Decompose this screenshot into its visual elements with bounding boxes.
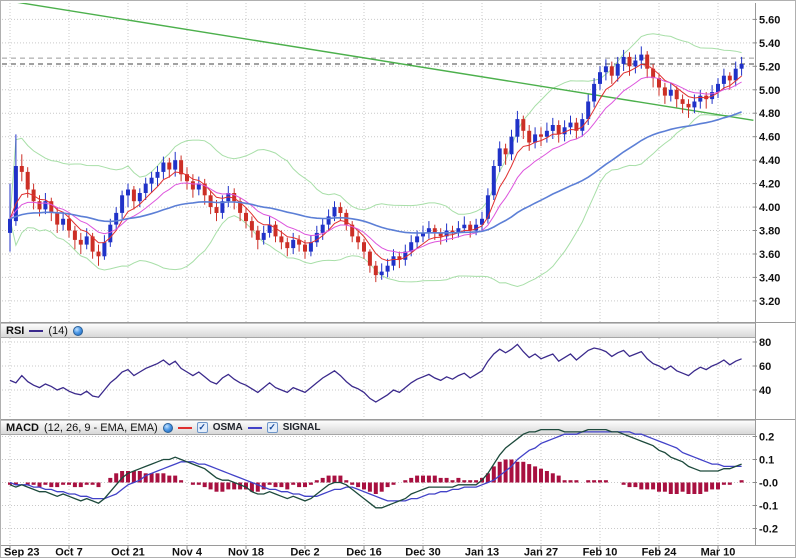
- trendline: [17, 3, 754, 121]
- svg-text:4.80: 4.80: [759, 108, 780, 120]
- svg-text:4.00: 4.00: [759, 202, 780, 214]
- gridlines: [2, 3, 754, 545]
- svg-text:3.20: 3.20: [759, 296, 780, 308]
- svg-text:4.20: 4.20: [759, 179, 780, 191]
- svg-text:5.00: 5.00: [759, 85, 780, 97]
- svg-text:Sep 23: Sep 23: [4, 547, 39, 558]
- signal-label: SIGNAL: [282, 422, 321, 433]
- svg-text:Dec 16: Dec 16: [346, 547, 381, 558]
- osma-label: OSMA: [212, 422, 243, 433]
- svg-text:Oct 21: Oct 21: [111, 547, 145, 558]
- svg-text:60: 60: [759, 361, 771, 373]
- ma_fast-line: [9, 63, 742, 262]
- rsi-settings-icon[interactable]: [72, 325, 83, 336]
- svg-text:5.60: 5.60: [759, 14, 780, 26]
- macd-line: [9, 429, 742, 509]
- svg-text:4.60: 4.60: [759, 132, 780, 144]
- osma-line-sample-icon: [177, 426, 192, 429]
- rsi-pane-header: RSI (14): [1, 323, 755, 338]
- rsi-title: RSI: [6, 324, 25, 337]
- macd-settings-icon[interactable]: [162, 422, 173, 433]
- bollinger-upper: [9, 33, 742, 219]
- rsi-line-sample-icon: [29, 329, 44, 332]
- svg-text:80: 80: [759, 337, 771, 349]
- svg-text:3.40: 3.40: [759, 272, 780, 284]
- svg-text:Mar 10: Mar 10: [701, 547, 736, 558]
- svg-text:3.80: 3.80: [759, 226, 780, 238]
- svg-text:Dec 30: Dec 30: [405, 547, 440, 558]
- macd-param: (12, 26, 9 - EMA, EMA): [44, 421, 158, 434]
- ma_mid-line: [9, 76, 742, 254]
- rsi-line: [9, 343, 742, 403]
- macd-title: MACD: [6, 421, 39, 434]
- bollinger-lower: [9, 114, 742, 288]
- svg-text:-0.1: -0.1: [759, 501, 778, 513]
- svg-text:Nov 4: Nov 4: [172, 547, 203, 558]
- rsi-pane: [9, 343, 742, 403]
- svg-text:Jan 27: Jan 27: [524, 547, 558, 558]
- signal-line-sample-icon: [247, 426, 262, 429]
- svg-text:-0.2: -0.2: [759, 524, 778, 536]
- signal-checkbox[interactable]: ✓: [266, 422, 278, 433]
- pane-separators: [0, 3, 796, 546]
- price-pane: [8, 3, 754, 288]
- price-axis-labels: 5.60 5.40 5.20 5.00 4.80 4.60 4.40 4.20 4.00 3.80…: [753, 14, 780, 536]
- svg-text:Feb 24: Feb 24: [642, 547, 678, 558]
- rsi-param: (14): [48, 324, 68, 337]
- svg-text:Jan 13: Jan 13: [465, 547, 499, 558]
- date-axis-labels: Sep 23 Oct 7 Oct 21 Nov 4 Nov 18 Dec 2 Dec 16 D…: [4, 546, 735, 558]
- svg-text:Feb 10: Feb 10: [583, 547, 618, 558]
- svg-text:Oct 7: Oct 7: [55, 547, 83, 558]
- svg-text:4.40: 4.40: [759, 155, 780, 167]
- svg-text:3.60: 3.60: [759, 249, 780, 261]
- macd-pane: [8, 429, 744, 509]
- svg-text:-0.0: -0.0: [759, 478, 778, 490]
- svg-text:Dec 2: Dec 2: [290, 547, 319, 558]
- signal-line: [9, 431, 742, 502]
- svg-text:40: 40: [759, 385, 771, 397]
- svg-text:Nov 18: Nov 18: [228, 547, 264, 558]
- ma_slow-line: [9, 111, 742, 234]
- svg-text:0.1: 0.1: [759, 455, 774, 467]
- svg-text:0.2: 0.2: [759, 432, 774, 444]
- svg-text:5.40: 5.40: [759, 38, 780, 50]
- osma-checkbox[interactable]: ✓: [196, 422, 208, 433]
- svg-text:5.20: 5.20: [759, 61, 780, 73]
